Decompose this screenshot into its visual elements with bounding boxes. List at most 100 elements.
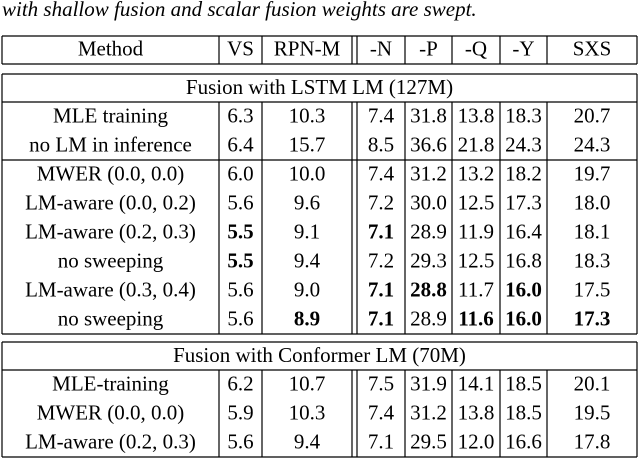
value-cell: 28.9 xyxy=(410,306,447,330)
method-cell: LM-aware (0.2, 0.3) xyxy=(25,429,196,453)
value-cell: 16.0 xyxy=(505,277,542,301)
value-cell: 18.1 xyxy=(574,219,611,243)
method-cell: Method xyxy=(78,36,144,60)
value-cell: 7.2 xyxy=(368,248,394,272)
value-cell: 5.5 xyxy=(227,248,253,272)
value-cell: 17.3 xyxy=(574,306,611,330)
section-title: Fusion with LSTM LM (127M) xyxy=(186,75,453,99)
value-cell: 10.7 xyxy=(289,371,326,395)
value-cell: 18.3 xyxy=(574,248,611,272)
value-cell: 12.5 xyxy=(458,190,495,214)
value-cell: 5.6 xyxy=(227,190,253,214)
value-cell: -Q xyxy=(465,36,487,60)
value-cell: 6.3 xyxy=(227,103,253,127)
value-cell: 9.1 xyxy=(294,219,320,243)
value-cell: 28.8 xyxy=(410,277,447,301)
value-cell: SXS xyxy=(573,36,612,60)
value-cell: 7.1 xyxy=(368,429,394,453)
value-cell: 7.1 xyxy=(368,306,394,330)
method-cell: MWER (0.0, 0.0) xyxy=(37,161,185,185)
value-cell: 21.8 xyxy=(458,132,495,156)
method-cell: no sweeping xyxy=(58,248,164,272)
value-cell: 29.5 xyxy=(410,429,447,453)
value-cell: 10.0 xyxy=(289,161,326,185)
value-cell: 28.9 xyxy=(410,219,447,243)
value-cell: VS xyxy=(227,36,254,60)
value-cell: 9.4 xyxy=(294,429,321,453)
value-cell: 18.2 xyxy=(505,161,542,185)
method-cell: MLE training xyxy=(53,103,168,127)
value-cell: 17.8 xyxy=(574,429,611,453)
value-cell: 16.8 xyxy=(505,248,542,272)
value-cell: 31.2 xyxy=(410,400,447,424)
value-cell: 16.6 xyxy=(505,429,542,453)
value-cell: 8.9 xyxy=(294,306,320,330)
value-cell: 20.7 xyxy=(574,103,611,127)
value-cell: 17.5 xyxy=(574,277,611,301)
method-cell: MLE-training xyxy=(52,371,169,395)
value-cell: RPN-M xyxy=(274,36,341,60)
value-cell: 31.9 xyxy=(410,371,447,395)
value-cell: 11.9 xyxy=(458,219,494,243)
value-cell: 12.0 xyxy=(458,429,495,453)
method-cell: LM-aware (0.3, 0.4) xyxy=(25,277,196,301)
section-title: Fusion with Conformer LM (70M) xyxy=(173,343,466,367)
value-cell: 36.6 xyxy=(410,132,447,156)
value-cell: 7.4 xyxy=(368,161,395,185)
value-cell: 10.3 xyxy=(289,103,326,127)
value-cell: 18.5 xyxy=(505,400,542,424)
method-cell: no sweeping xyxy=(58,306,164,330)
value-cell: 16.0 xyxy=(505,306,542,330)
value-cell: 5.5 xyxy=(227,219,253,243)
value-cell: 7.5 xyxy=(368,371,394,395)
value-cell: 31.8 xyxy=(410,103,447,127)
value-cell: 13.8 xyxy=(458,400,495,424)
value-cell: 6.0 xyxy=(227,161,253,185)
value-cell: 31.2 xyxy=(410,161,447,185)
method-cell: LM-aware (0.2, 0.3) xyxy=(25,219,196,243)
value-cell: 19.7 xyxy=(574,161,611,185)
value-cell: 10.3 xyxy=(289,400,326,424)
value-cell: 30.0 xyxy=(410,190,447,214)
value-cell: 18.0 xyxy=(574,190,611,214)
value-cell: 5.6 xyxy=(227,429,253,453)
method-cell: LM-aware (0.0, 0.2) xyxy=(25,190,196,214)
value-cell: 5.6 xyxy=(227,306,253,330)
value-cell: 20.1 xyxy=(574,371,611,395)
value-cell: 19.5 xyxy=(574,400,611,424)
value-cell: 17.3 xyxy=(505,190,542,214)
value-cell: 24.3 xyxy=(505,132,542,156)
value-cell: 29.3 xyxy=(410,248,447,272)
method-cell: no LM in inference xyxy=(29,132,192,156)
value-cell: 8.5 xyxy=(368,132,394,156)
value-cell: 9.6 xyxy=(294,190,320,214)
value-cell: 11.7 xyxy=(458,277,494,301)
value-cell: -N xyxy=(370,36,392,60)
value-cell: 11.6 xyxy=(458,306,494,330)
value-cell: 12.5 xyxy=(458,248,495,272)
value-cell: 6.4 xyxy=(227,132,254,156)
value-cell: 7.1 xyxy=(368,277,394,301)
value-cell: 18.5 xyxy=(505,371,542,395)
value-cell: 7.1 xyxy=(368,219,394,243)
value-cell: 13.2 xyxy=(458,161,495,185)
value-cell: -P xyxy=(419,36,438,60)
value-cell: 6.2 xyxy=(227,371,253,395)
caption: with shallow fusion and scalar fusion we… xyxy=(2,0,477,21)
value-cell: 7.4 xyxy=(368,400,395,424)
value-cell: 5.6 xyxy=(227,277,253,301)
value-cell: 14.1 xyxy=(458,371,495,395)
value-cell: 16.4 xyxy=(505,219,542,243)
value-cell: -Y xyxy=(512,36,534,60)
value-cell: 7.4 xyxy=(368,103,395,127)
value-cell: 18.3 xyxy=(505,103,542,127)
value-cell: 7.2 xyxy=(368,190,394,214)
value-cell: 9.0 xyxy=(294,277,320,301)
value-cell: 13.8 xyxy=(458,103,495,127)
value-cell: 9.4 xyxy=(294,248,321,272)
value-cell: 15.7 xyxy=(289,132,326,156)
method-cell: MWER (0.0, 0.0) xyxy=(37,400,185,424)
value-cell: 24.3 xyxy=(574,132,611,156)
